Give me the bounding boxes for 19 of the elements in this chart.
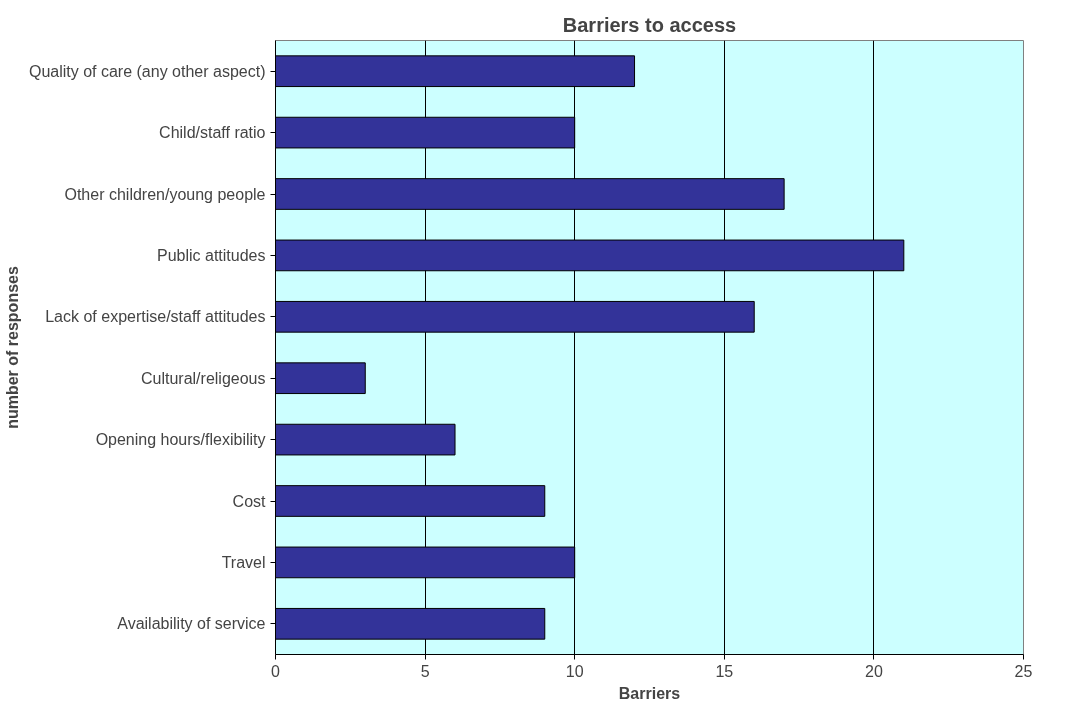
- x-tick-label: 0: [271, 662, 281, 680]
- x-tick-label: 20: [865, 662, 883, 680]
- y-tick-label: Other children/young people: [64, 185, 266, 203]
- y-tick-label: Cultural/religeous: [140, 369, 266, 387]
- y-tick-label: Opening hours/flexibility: [95, 431, 266, 449]
- y-tick-label: Availability of service: [117, 615, 266, 633]
- y-tick-label: Cost: [232, 492, 267, 510]
- x-tick-label: 25: [1014, 662, 1033, 680]
- x-tick-label: 5: [420, 662, 430, 680]
- y-tick-label: Quality of care (any other aspect): [28, 62, 266, 80]
- chart-title: Barriers to access: [562, 13, 737, 36]
- x-tick-label: 15: [715, 662, 734, 680]
- y-tick-label: Public attitudes: [156, 246, 266, 264]
- y-axis-title: number of responses: [3, 266, 21, 429]
- y-tick-label: Lack of expertise/staff attitudes: [45, 308, 266, 326]
- x-axis-title: Barriers: [618, 684, 681, 702]
- x-tick-label: 10: [565, 662, 584, 680]
- y-tick-label: Child/staff ratio: [159, 124, 266, 142]
- y-tick-label: Travel: [221, 553, 266, 571]
